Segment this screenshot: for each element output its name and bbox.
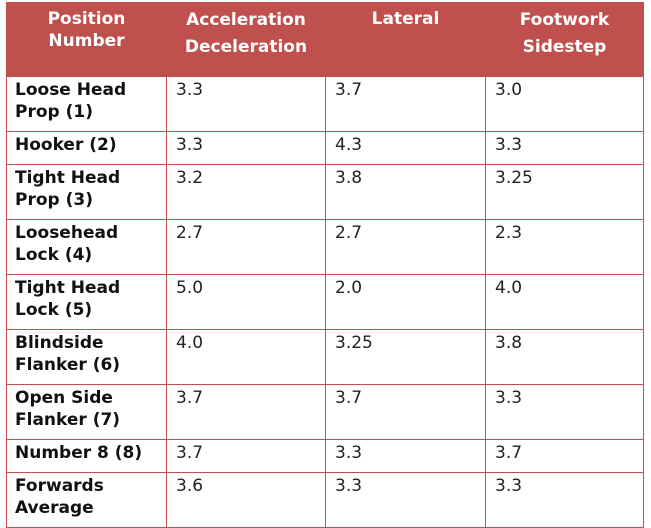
acceleration-cell: 4.0 [166,329,326,385]
header-line: Sidestep [522,37,607,57]
header-acceleration-deceleration: Acceleration Deceleration [166,2,326,77]
position-cell: Forwards Average [6,472,167,528]
lateral-cell: 3.25 [325,329,486,385]
lateral-cell: 3.3 [325,472,486,528]
header-line: Lateral [371,9,440,29]
footwork-cell: 3.3 [485,131,644,165]
footwork-cell: 3.25 [485,164,644,220]
table-row: Number 8 (8) 3.7 3.3 3.7 [6,439,644,473]
footwork-cell: 3.3 [485,384,644,440]
table-row: Open Side Flanker (7) 3.7 3.7 3.3 [6,384,644,440]
acceleration-cell: 3.3 [166,76,326,132]
acceleration-cell: 2.7 [166,219,326,275]
forwards-agility-table: Position Number Acceleration Deceleratio… [6,2,644,528]
footwork-cell: 3.3 [485,472,644,528]
header-line: Footwork [519,10,610,30]
position-cell: Tight Head Lock (5) [6,274,167,330]
position-cell: Blindside Flanker (6) [6,329,167,385]
acceleration-cell: 3.6 [166,472,326,528]
table-row: Loosehead Lock (4) 2.7 2.7 2.3 [6,219,644,275]
table-header: Position Number Acceleration Deceleratio… [6,2,644,77]
table-row: Forwards Average 3.6 3.3 3.3 [6,472,644,528]
position-cell: Hooker (2) [6,131,167,165]
acceleration-cell: 5.0 [166,274,326,330]
table-body: Loose Head Prop (1) 3.3 3.7 3.0 Hooker (2… [6,76,644,528]
footwork-cell: 4.0 [485,274,644,330]
footwork-cell: 2.3 [485,219,644,275]
header-row: Position Number Acceleration Deceleratio… [6,2,644,77]
header-line: Position [47,9,126,29]
lateral-cell: 3.7 [325,76,486,132]
lateral-cell: 4.3 [325,131,486,165]
lateral-cell: 2.7 [325,219,486,275]
lateral-cell: 3.3 [325,439,486,473]
lateral-cell: 3.7 [325,384,486,440]
position-cell: Loosehead Lock (4) [6,219,167,275]
lateral-cell: 3.8 [325,164,486,220]
acceleration-cell: 3.7 [166,439,326,473]
header-footwork-sidestep: Footwork Sidestep [485,2,644,77]
table-row: Loose Head Prop (1) 3.3 3.7 3.0 [6,76,644,132]
footwork-cell: 3.8 [485,329,644,385]
position-cell: Tight Head Prop (3) [6,164,167,220]
lateral-cell: 2.0 [325,274,486,330]
header-position-number: Position Number [6,2,167,77]
table-row: Hooker (2) 3.3 4.3 3.3 [6,131,644,165]
table-row: Tight Head Lock (5) 5.0 2.0 4.0 [6,274,644,330]
footwork-cell: 3.7 [485,439,644,473]
table-row: Blindside Flanker (6) 4.0 3.25 3.8 [6,329,644,385]
position-cell: Loose Head Prop (1) [6,76,167,132]
position-cell: Number 8 (8) [6,439,167,473]
header-line: Acceleration [186,10,306,30]
table-row: Tight Head Prop (3) 3.2 3.8 3.25 [6,164,644,220]
acceleration-cell: 3.3 [166,131,326,165]
position-cell: Open Side Flanker (7) [6,384,167,440]
footwork-cell: 3.0 [485,76,644,132]
acceleration-cell: 3.2 [166,164,326,220]
acceleration-cell: 3.7 [166,384,326,440]
header-line: Number [48,31,125,51]
header-lateral: Lateral [325,2,486,77]
header-line: Deceleration [184,37,308,57]
